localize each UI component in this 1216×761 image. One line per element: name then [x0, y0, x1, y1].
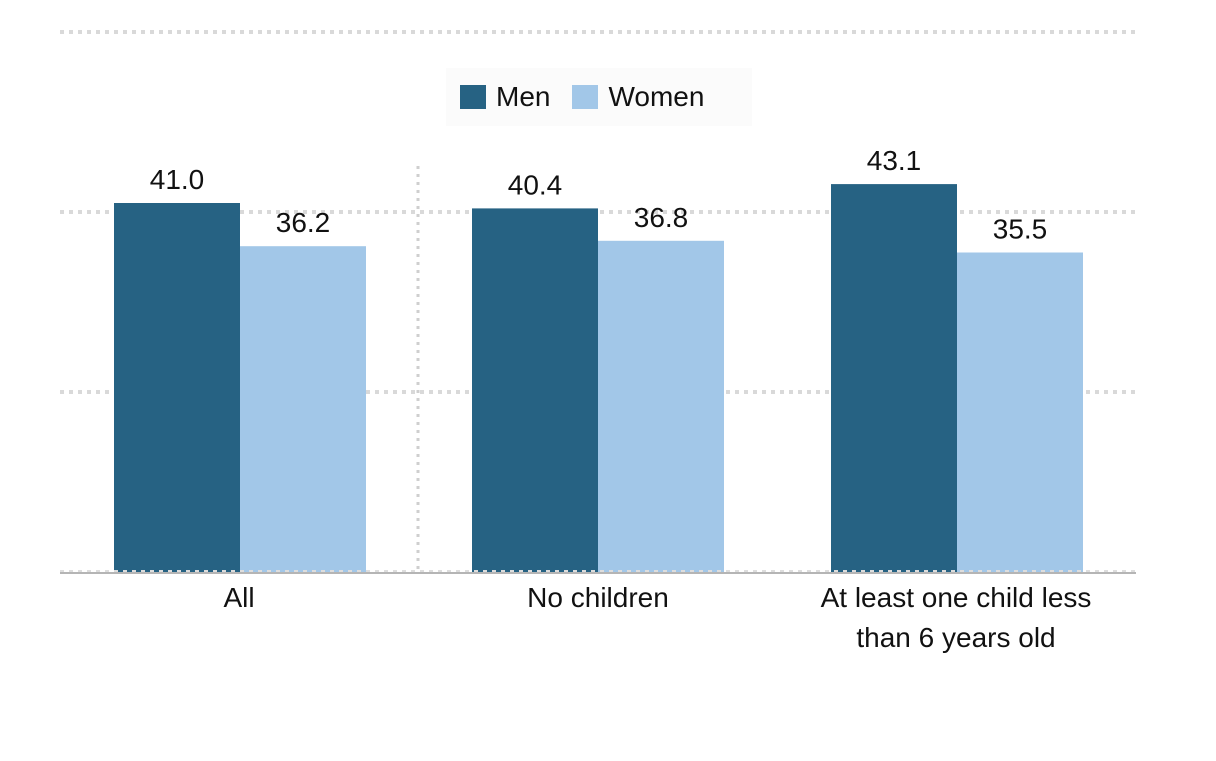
value-label-men-2: 43.1 [867, 145, 922, 176]
bar-men-1 [472, 208, 598, 572]
value-label-women-2: 35.5 [993, 214, 1048, 245]
legend-swatch-women [572, 85, 599, 109]
legend-label-women: Women [608, 81, 705, 112]
legend-swatch-men [460, 85, 486, 109]
x-axis [60, 570, 1136, 574]
legend-label-men: Men [496, 81, 551, 112]
data-labels: 41.0 36.2 40.4 36.8 43.1 35.5 [150, 145, 1048, 244]
category-label-line: than 6 years old [856, 622, 1056, 653]
category-label-no-children: No children [428, 578, 768, 618]
category-label-line: No children [527, 582, 669, 613]
value-label-women-1: 36.8 [634, 202, 689, 233]
bar-men-2 [831, 184, 957, 572]
legend-item-men: Men [460, 81, 550, 113]
bar-women-1 [598, 240, 724, 573]
value-label-women-0: 36.2 [276, 207, 331, 238]
bar-women-2 [957, 252, 1083, 572]
category-label-line: All [223, 582, 255, 613]
bars [114, 184, 1083, 573]
value-label-men-1: 40.4 [508, 169, 563, 200]
bar-men-0 [114, 203, 240, 572]
category-label-child-under-6: At least one child less than 6 years old [786, 578, 1126, 658]
legend: Men Women [446, 68, 752, 126]
legend-item-women: Women [572, 81, 704, 113]
value-label-men-0: 41.0 [150, 164, 205, 195]
category-label-line: At least one child less [820, 582, 1092, 613]
gridlines [60, 30, 1136, 572]
category-label-all: All [69, 578, 409, 618]
bar-women-0 [240, 246, 366, 572]
